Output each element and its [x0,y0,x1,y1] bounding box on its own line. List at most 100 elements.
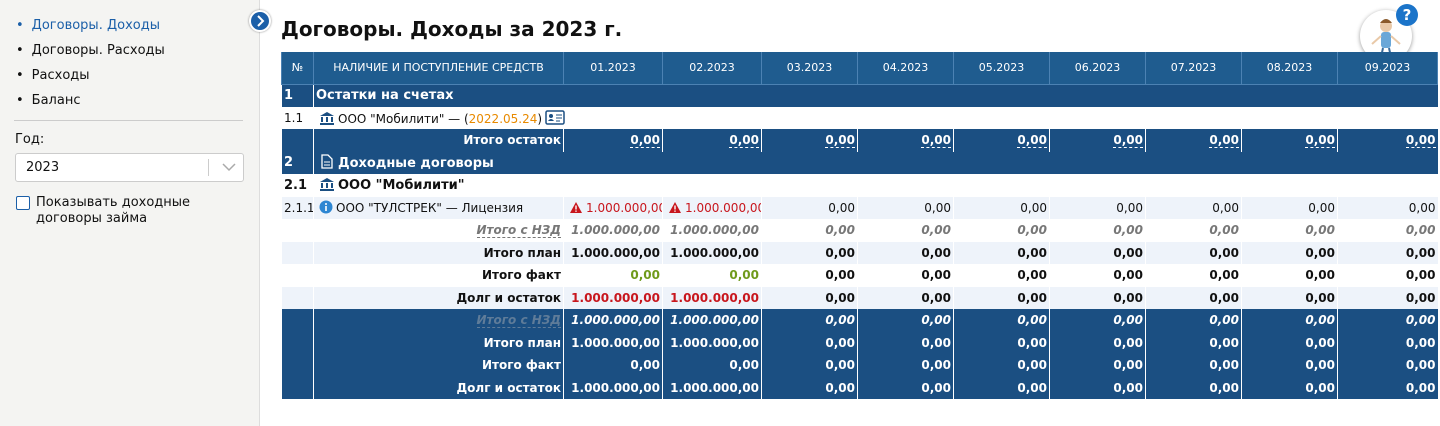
checkbox[interactable] [16,196,30,210]
value-cell: 1.000.000,00 [662,376,762,399]
expand-button[interactable] [249,10,271,32]
value-cell: 0,00 [1049,354,1146,377]
value: 0,00 [825,268,855,283]
value-cell: 0,00 [1337,376,1438,399]
label-text: Итого факт [481,358,561,373]
nav-item[interactable]: Договоры. Доходы [16,13,259,38]
value-cell: 1.000.000,00 [564,219,663,242]
column-header: 03.2023 [761,52,858,85]
value-cell: 0,00 [761,354,858,377]
bank-icon [320,178,334,192]
value-cell: 0,00 [1337,286,1438,309]
value: 0,00 [1209,313,1239,328]
label-text: Итого факт [481,268,561,283]
value: 0,00 [1113,268,1143,283]
year-select[interactable]: 2023 [15,153,244,182]
value-cell: 0,00 [1049,309,1146,332]
value-cell: 1.000.000,00 [563,196,663,219]
label-text: Доходные договоры [338,156,494,172]
value: 0,00 [1209,290,1239,305]
value-cell: 0,00 [662,129,762,152]
value: 0,00 [1113,358,1143,373]
value-cell: 0,00 [662,354,762,377]
table-row: 1.1 ООО "Мобилити" — (2022.05.24) [282,107,1438,130]
help-badge[interactable]: ? [1396,4,1418,26]
value: 0,00 [825,290,855,305]
column-header: 08.2023 [1241,52,1338,85]
value: 0,00 [1305,380,1335,395]
value: 1.000.000,00 [571,223,660,238]
value: 0,00 [1405,358,1436,373]
value: 1.000.000,00 [670,223,759,238]
value: 0,00 [1405,380,1436,395]
year-label: Год: [15,132,45,147]
checkbox-label[interactable]: Показывать доходные договоры займа [36,195,191,226]
value-cell: 1.000.000,00 [563,331,663,354]
value-cell: 0,00 [1242,219,1338,242]
value: 0,00 [921,380,951,395]
value-cell: 0,00 [953,309,1050,332]
value-cell: 0,00 [762,264,858,287]
value-cell: 0,00 [1241,376,1338,399]
value-cell: 0,00 [563,129,663,152]
value-cell: 1.000.000,00 [563,376,663,399]
value-cell: 0,00 [1049,196,1146,219]
row-label: Доходные договоры [313,151,1438,174]
row-number: 1 [281,84,314,107]
value-cell: 0,00 [1145,129,1242,152]
value: 0,00 [921,313,951,328]
value: 0,00 [1209,223,1239,238]
value-cell: 0,00 [761,376,858,399]
value: 0,00 [924,200,951,215]
value-cell: 0,00 [953,376,1050,399]
nav-item[interactable]: Баланс [16,88,259,113]
value-cell: 0,00 [563,354,663,377]
total-label: Итого факт [313,354,564,377]
value: 1.000.000,00 [670,335,759,350]
report-table: № НАЛИЧИЕ И ПОСТУПЛЕНИЕ СРЕДСТВ 01.2023 02.… [281,52,1438,399]
value-cell: 1.000.000,00 [563,309,663,332]
value-cell: 0,00 [663,264,762,287]
value-cell: 0,00 [761,286,858,309]
warning-icon [570,201,582,213]
total-label: Долг и остаток [313,286,564,309]
value: 0,00 [921,290,951,305]
value: 0,00 [825,245,855,260]
value-cell: 0,00 [953,196,1050,219]
label-text: Итого план [483,245,561,260]
value: 0,00 [1017,290,1047,305]
value-cell: 0,00 [857,331,954,354]
label-text: Итого с НЗД [476,313,561,329]
value: 0,00 [1305,223,1335,238]
table-row: 2 Доходные договоры [281,151,1438,174]
value-cell: 0,00 [761,309,858,332]
total-label: Итого план [313,331,564,354]
value: 0,00 [825,380,855,395]
value: 0,00 [1305,245,1335,260]
value: 0,00 [1209,380,1239,395]
nav-item[interactable]: Договоры. Расходы [16,38,259,63]
label-text: ООО "Мобилити" [338,178,465,194]
value-cell: 1.000.000,00 [563,241,663,264]
label-text: ООО "ТУЛСТРЕК" — Лицензия [336,201,524,216]
total-label: Итого остаток [313,129,564,152]
column-header: 01.2023 [563,52,663,85]
table-row: Долг и остаток 1.000.000,00 1.000.000,00 0,… [281,376,1438,399]
row-number: 2.1.1 [281,196,314,219]
table-row: 2.1.1 ООО "ТУЛСТРЕК" — Лицензия 1.000.000,… [281,196,1438,219]
nav-item[interactable]: Расходы [16,63,259,88]
value: 1.000.000,00 [670,313,759,328]
value: 0,00 [921,335,951,350]
value: 0,00 [1405,133,1436,149]
value: 0,00 [1305,268,1335,283]
column-header: № [281,52,314,85]
value: 1.000.000,00 [571,335,660,350]
total-label: Долг и остаток [313,376,564,399]
page-title: Договоры. Доходы за 2023 г. [281,17,623,41]
value: 0,00 [825,223,855,238]
year-value: 2023 [26,160,60,175]
value: 0,00 [1113,245,1143,260]
value: 0,00 [1305,290,1335,305]
value-cell: 0,00 [953,241,1050,264]
value: 0,00 [1113,380,1143,395]
